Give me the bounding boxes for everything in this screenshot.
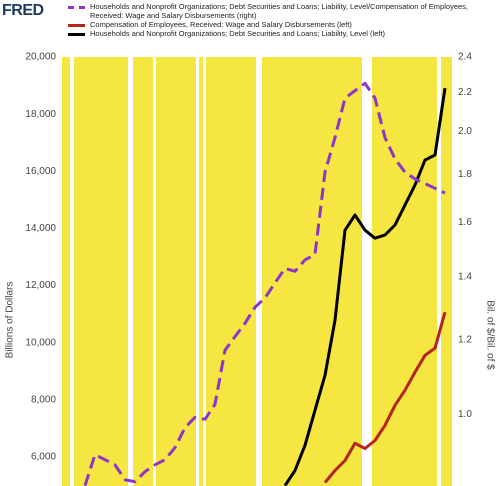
y2ticks-label: 2.0	[458, 126, 472, 137]
y2ticks-label: 2.2	[458, 87, 472, 98]
y2ticks-label: 1.4	[458, 272, 472, 283]
y2ticks-label: 1.0	[458, 409, 472, 420]
legend-label: Compensation of Employees, Received: Wag…	[90, 20, 352, 29]
yticks-label: 16,000	[25, 166, 56, 177]
legend-item: Compensation of Employees, Received: Wag…	[68, 20, 478, 29]
legend-item: Households and Nonprofit Organizations; …	[68, 29, 478, 38]
y2ticks-label: 1.2	[458, 335, 472, 346]
legend-label: Households and Nonprofit Organizations; …	[90, 2, 468, 20]
y2ticks-label: 2.4	[458, 52, 472, 63]
yticks-label: 18,000	[25, 109, 56, 120]
legend-item: Households and Nonprofit Organizations; …	[68, 2, 478, 20]
series-line	[283, 87, 447, 486]
plot-background	[62, 57, 452, 486]
y2ticks-label: 1.8	[458, 169, 472, 180]
y-axis-label: Billions of Dollars	[5, 282, 16, 359]
series-line	[323, 311, 447, 484]
yticks-label: 14,000	[25, 223, 56, 234]
yticks-label: 8,000	[31, 395, 56, 406]
legend-swatch	[68, 33, 85, 36]
yticks-label: 12,000	[25, 280, 56, 291]
legend-swatch	[68, 24, 85, 27]
series-line	[83, 81, 446, 486]
logo: FRED	[2, 2, 44, 19]
yticks-label: 10,000	[25, 337, 56, 348]
legend-swatch	[68, 6, 85, 9]
legend: Households and Nonprofit Organizations; …	[68, 2, 478, 38]
yticks-label: 20,000	[25, 52, 56, 63]
lines	[83, 81, 447, 486]
legend-label: Households and Nonprofit Organizations; …	[90, 29, 386, 38]
y2ticks-label: 1.6	[458, 217, 472, 228]
y2-axis-label: Bil. of $/Bil. of $	[484, 300, 495, 370]
yticks-label: 6,000	[31, 452, 56, 463]
